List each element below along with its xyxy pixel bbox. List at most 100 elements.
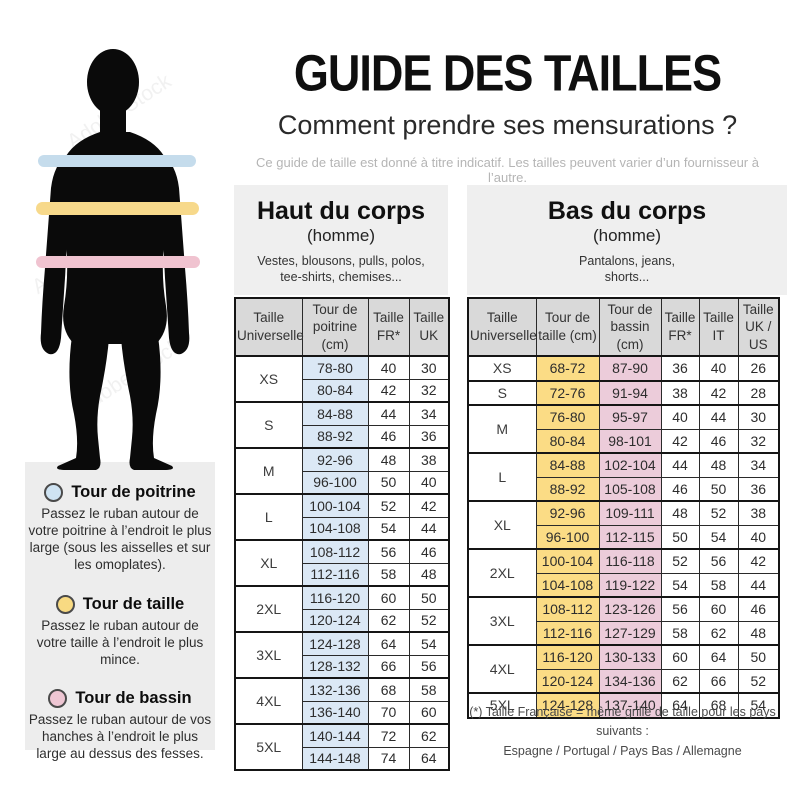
legend-title: Tour de taille	[82, 594, 185, 613]
table-row: XL 92-96 109-111 48 52 38	[467, 500, 780, 550]
value-cell: 32	[737, 428, 780, 454]
value-cell: 60	[660, 644, 700, 670]
value-cell: 72	[367, 723, 410, 748]
value-cell: 58	[367, 562, 410, 587]
value-cell: 108-112	[301, 539, 369, 564]
value-cell: 100-104	[301, 493, 369, 518]
chest-color-dot-icon	[44, 483, 64, 502]
table-row: 3XL 108-112 123-126 56 60 46	[467, 596, 780, 646]
column-header: Taille UK / US	[737, 297, 780, 357]
value-cell: 80-84	[301, 378, 369, 403]
size-cell: S	[234, 401, 303, 449]
value-cell: 52	[367, 493, 410, 518]
column-header: Tour de taille (cm)	[535, 297, 600, 357]
upper-body-size-table: Taille Universelle Tour de poitrine (cm) T…	[234, 297, 450, 771]
table-row: M 92-96 48 38	[234, 447, 450, 495]
value-cell: 38	[737, 500, 780, 526]
value-cell: 64	[408, 746, 450, 771]
value-cell: 36	[408, 424, 450, 449]
value-cell: 98-101	[598, 428, 662, 454]
value-cell: 26	[737, 355, 780, 381]
value-cell: 112-115	[598, 524, 662, 550]
value-cell: 60	[367, 585, 410, 610]
value-cell: 48	[737, 620, 780, 646]
disclaimer-note: Ce guide de taille est donné à titre ind…	[256, 155, 759, 185]
upper-body-section-header: Haut du corps (homme) Vestes, blousons, …	[234, 185, 448, 295]
value-cell: 36	[737, 476, 780, 502]
waist-color-dot-icon	[55, 594, 75, 614]
value-cell: 68-72	[535, 355, 600, 381]
body-silhouette	[40, 49, 190, 470]
value-cell: 50	[408, 585, 450, 610]
size-cell: XS	[467, 355, 537, 381]
value-cell: 40	[408, 470, 450, 495]
section-items: Pantalons, jeans, shorts...	[579, 254, 675, 285]
value-cell: 68	[698, 692, 739, 718]
value-cell: 80-84	[535, 428, 600, 454]
lower-body-section-header: Bas du corps (homme) Pantalons, jeans, s…	[467, 185, 787, 295]
size-cell: S	[467, 379, 537, 406]
lower-body-size-table: Taille Universelle Tour de taille (cm) Tou…	[467, 297, 780, 719]
table-row: L 84-88 102-104 44 48 34	[467, 452, 780, 502]
value-cell: 84-88	[535, 452, 600, 478]
size-cell: 3XL	[234, 631, 303, 679]
value-cell: 62	[408, 723, 450, 748]
value-cell: 137-140	[598, 692, 662, 718]
value-cell: 112-116	[301, 562, 369, 587]
table-row: L 100-104 52 42	[234, 493, 450, 541]
column-header: Taille FR*	[660, 297, 700, 357]
value-cell: 92-96	[301, 447, 369, 472]
value-cell: 54	[408, 631, 450, 656]
value-cell: 46	[698, 428, 739, 454]
table-row: 5XL 140-144 72 62	[234, 723, 450, 771]
header-row: Taille Universelle Tour de poitrine (cm) T…	[234, 297, 450, 357]
legend-title: Tour de poitrine	[71, 483, 196, 501]
section-subtitle: (homme)	[592, 226, 661, 245]
value-cell: 58	[408, 677, 450, 702]
value-cell: 64	[698, 644, 739, 670]
value-cell: 54	[660, 572, 700, 598]
size-cell: 4XL	[467, 644, 537, 694]
size-cell: XL	[467, 500, 537, 550]
value-cell: 108-112	[535, 596, 600, 622]
value-cell: 40	[367, 355, 410, 380]
value-cell: 120-124	[301, 608, 369, 633]
value-cell: 34	[408, 401, 450, 426]
column-header: Taille FR*	[367, 297, 410, 357]
value-cell: 64	[367, 631, 410, 656]
chest-measure-band	[38, 155, 196, 167]
value-cell: 42	[408, 493, 450, 518]
page-subtitle: Comment prendre ses mensurations ?	[277, 110, 738, 140]
table-row: XS 68-72 87-90 36 40 26	[467, 355, 780, 381]
value-cell: 60	[408, 700, 450, 725]
value-cell: 66	[367, 654, 410, 679]
value-cell: 62	[698, 620, 739, 646]
section-title: Haut du corps	[256, 197, 426, 225]
table-row: 88-92 46 36	[235, 424, 450, 449]
value-cell: 48	[367, 447, 410, 472]
value-cell: 116-120	[301, 585, 369, 610]
value-cell: 46	[660, 476, 700, 502]
value-cell: 130-133	[598, 644, 662, 670]
value-cell: 46	[737, 596, 780, 622]
value-cell: 119-122	[598, 572, 662, 598]
value-cell: 109-111	[598, 500, 662, 526]
value-cell: 62	[660, 668, 700, 694]
value-cell: 116-120	[535, 644, 600, 670]
value-cell: 42	[660, 428, 700, 454]
table-row: 2XL 116-120 60 50	[234, 585, 450, 633]
value-cell: 128-132	[301, 654, 369, 679]
legend-title: Tour de bassin	[75, 688, 192, 707]
value-cell: 134-136	[598, 668, 662, 694]
value-cell: 124-128	[535, 692, 600, 718]
value-cell: 78-80	[301, 355, 369, 380]
column-header: Tour de bassin (cm)	[598, 297, 662, 357]
value-cell: 30	[737, 404, 780, 430]
value-cell: 95-97	[598, 404, 662, 430]
table-row: 104-108 119-122 54 58 44	[468, 572, 780, 598]
size-cell: 3XL	[467, 596, 537, 646]
value-cell: 104-108	[301, 516, 369, 541]
section-items: Vestes, blousons, pulls, polos, tee-shir…	[257, 254, 425, 285]
value-cell: 40	[660, 404, 700, 430]
page-title: GUIDE DES TAILLES	[293, 44, 722, 103]
